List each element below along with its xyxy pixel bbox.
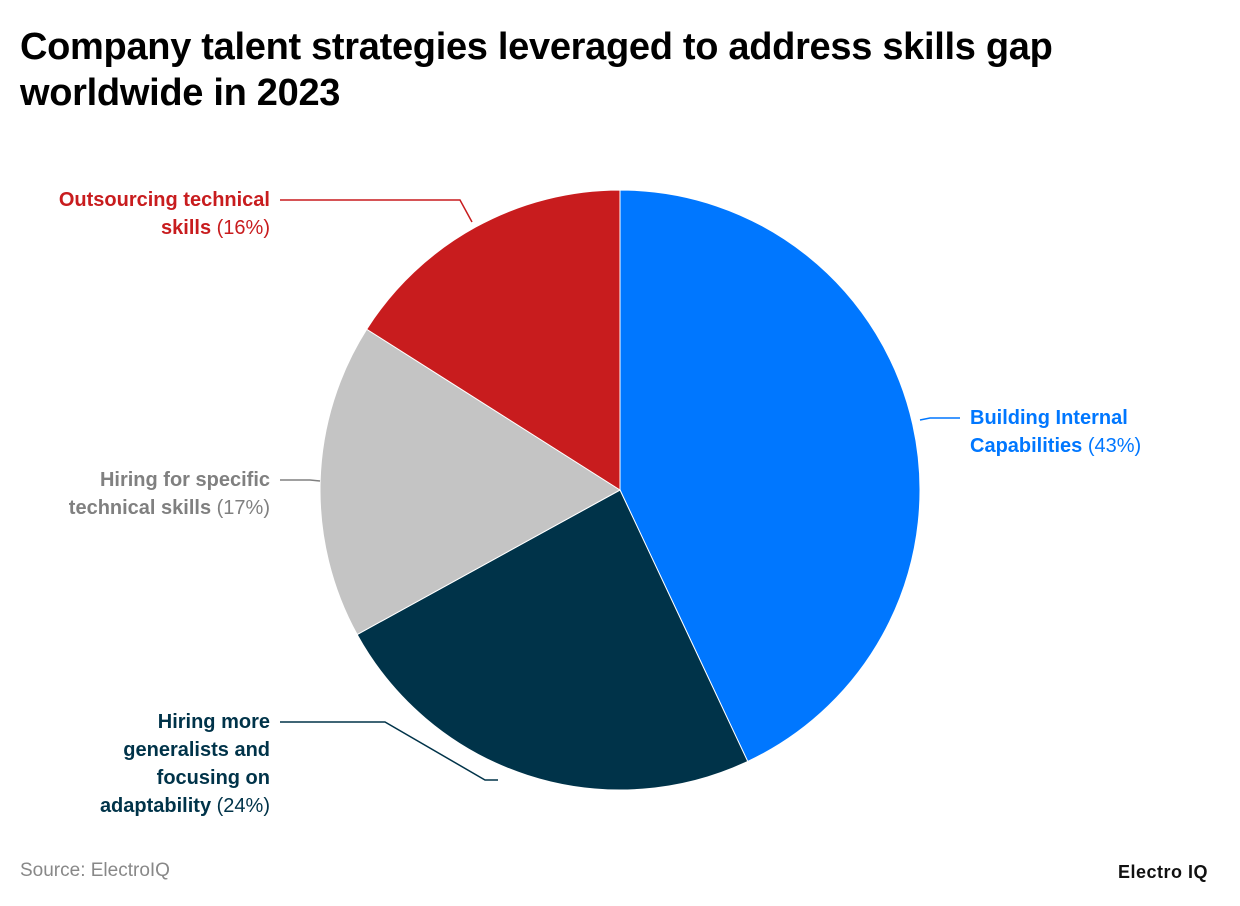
slice-name: Outsourcing technical skills — [58, 189, 270, 239]
leader-line — [280, 199, 473, 223]
source-text: Source: ElectroIQ — [20, 860, 170, 881]
pie-slice — [366, 189, 621, 491]
slice-percent: (43%) — [1087, 435, 1142, 457]
slice-name: Hiring more generalists and focusing on … — [99, 711, 270, 817]
slice-label-building-internal: Building Internal Capabilities (43%) — [970, 404, 1240, 460]
slice-label-hiring-specific: Hiring for specific technical skills (17… — [30, 466, 270, 522]
slice-name: Building Internal Capabilities — [970, 407, 1128, 457]
slice-label-outsourcing: Outsourcing technical skills (16%) — [20, 186, 270, 242]
slice-name: Hiring for specific technical skills — [68, 469, 270, 519]
chart-title: Company talent strategies leveraged to a… — [20, 26, 1053, 114]
pie-slice — [319, 328, 621, 636]
pie-slice — [356, 489, 749, 791]
slice-percent: (24%) — [216, 795, 270, 817]
leader-line — [919, 417, 960, 421]
leader-line — [280, 479, 321, 482]
pie-slice — [619, 189, 921, 763]
electroiq-logo: Electro IQ — [1117, 862, 1208, 882]
slice-label-generalists: Hiring more generalists and focusing on … — [70, 708, 270, 820]
slice-percent: (17%) — [216, 497, 270, 519]
slice-percent: (16%) — [216, 217, 270, 239]
leader-line — [280, 721, 498, 781]
